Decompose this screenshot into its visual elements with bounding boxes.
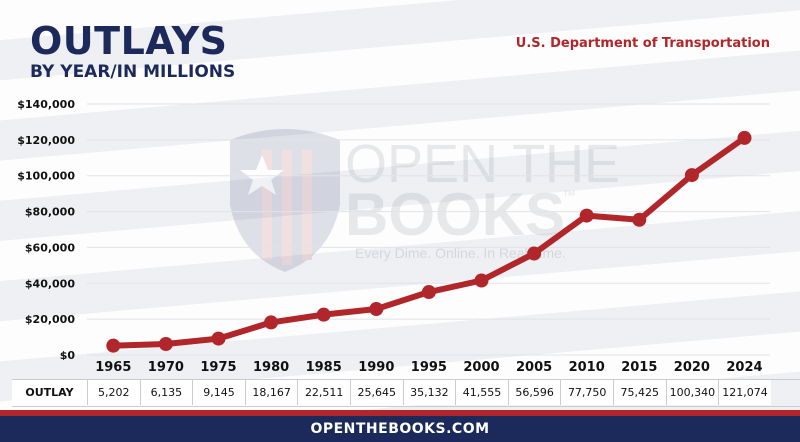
footer-red-stripe (0, 410, 800, 416)
y-tick-label: $20,000 (25, 313, 75, 326)
x-tick-label: 1965 (95, 359, 132, 375)
y-tick-label: $100,000 (17, 170, 75, 183)
watermark-tagline: Every Dime. Online. In Real Time. (355, 245, 566, 261)
x-tick-label: 2015 (621, 359, 658, 375)
outlay-value-cell: 5,202 (87, 379, 140, 405)
data-points-layer (106, 130, 752, 353)
series-line (110, 134, 748, 349)
data-point (211, 331, 226, 346)
data-point (158, 337, 173, 352)
x-tick-label: 2010 (568, 359, 605, 375)
agency-name: U.S. Department of Transportation (515, 36, 770, 51)
data-point (106, 338, 121, 353)
series-line-layer (110, 134, 748, 349)
x-tick-label: 2020 (673, 359, 710, 375)
outlay-value-cell: 25,645 (350, 379, 403, 405)
footer-url[interactable]: OPENTHEBOOKS.COM (310, 421, 490, 437)
data-point (579, 208, 594, 223)
data-point (527, 246, 542, 261)
outlay-value-cell: 56,596 (507, 379, 561, 405)
outlay-value-cell: 75,425 (613, 379, 666, 405)
background-stripes (0, 0, 800, 410)
x-tick-label: 1975 (200, 359, 237, 375)
watermark-shield-icon (230, 129, 340, 272)
data-point (316, 307, 331, 322)
y-tick-label: $0 (60, 349, 76, 360)
outlay-value-cell: 35,132 (402, 379, 456, 405)
year-row: 1965 1970 1975 1980 1985 1990 1995 2000 2005 2010… (0, 355, 800, 379)
data-point (632, 212, 647, 227)
y-tick-label: $80,000 (25, 206, 75, 219)
x-tick-label: 1990 (358, 359, 395, 375)
outlay-value-cell: 9,145 (192, 379, 245, 405)
data-point (684, 168, 699, 183)
chart-title: OUTLAYS (30, 19, 228, 63)
outlay-value-cell: 121,074 (718, 379, 771, 405)
x-tick-label: 1980 (253, 359, 290, 375)
x-tick-label: 1970 (147, 359, 184, 375)
x-tick-label: 1995 (410, 359, 447, 375)
y-tick-label: $60,000 (25, 241, 75, 254)
outlay-value-cell: 41,555 (455, 379, 508, 405)
watermark-trademark: ™ (562, 187, 576, 203)
outlay-value-cell: 6,135 (139, 379, 193, 405)
x-tick-label: 2024 (726, 359, 763, 375)
y-tick-label: $120,000 (17, 134, 75, 147)
data-point (369, 302, 384, 317)
footer-bar: OPENTHEBOOKS.COM (0, 416, 800, 442)
outlay-value-cell: 77,750 (560, 379, 613, 405)
chart-subtitle: BY YEAR/IN MILLIONS (30, 62, 236, 82)
x-tick-label: 1985 (305, 359, 342, 375)
data-point (264, 315, 279, 330)
watermark-line2: BOOKS (345, 181, 565, 248)
x-tick-label: 2000 (463, 359, 500, 375)
data-table: 1965 1970 1975 1980 1985 1990 1995 2000 2005 2010… (0, 355, 800, 407)
y-tick-label: $40,000 (25, 277, 75, 290)
outlay-row: OUTLAY 5,202 6,135 9,145 18,167 22,511 25,645… (0, 379, 800, 405)
outlay-value-cell: 22,511 (297, 379, 350, 405)
data-point (737, 130, 752, 145)
outlay-value-cell: 18,167 (244, 379, 298, 405)
y-tick-label: $140,000 (17, 98, 75, 111)
line-chart: $0 $20,000 $40,000 $60,000 $80,000 $100,000 $1… (17, 98, 770, 360)
data-point (421, 285, 436, 300)
outlay-row-label: OUTLAY (12, 379, 87, 405)
watermark-line1: OPEN THE (345, 134, 620, 194)
outlay-value-cell: 100,340 (665, 379, 719, 405)
data-point (474, 273, 489, 288)
y-axis-ticks: $0 $20,000 $40,000 $60,000 $80,000 $100,000 $1… (17, 98, 75, 360)
x-tick-label: 2005 (516, 359, 553, 375)
grid-layer (87, 103, 770, 356)
